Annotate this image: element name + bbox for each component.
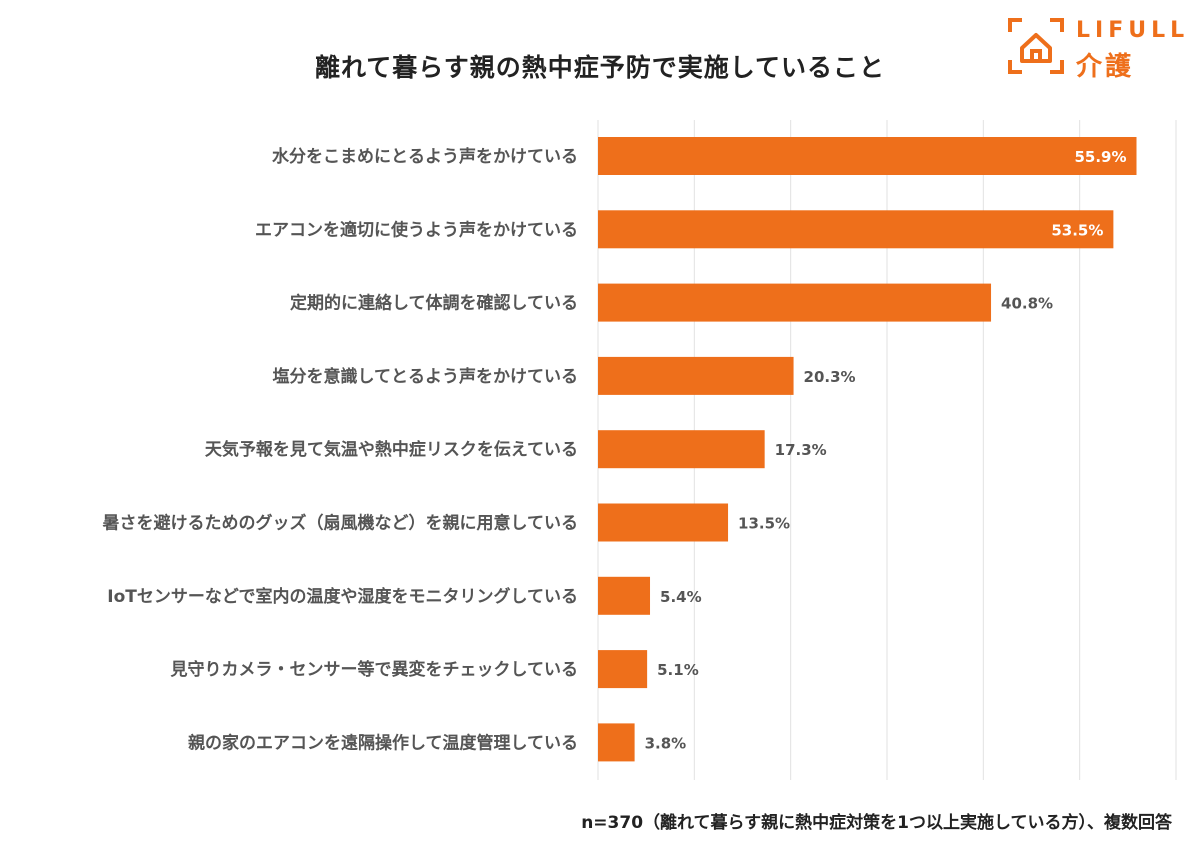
footnote: n=370（離れて暮らす親に熱中症対策を1つ以上実施している方）、複数回答 <box>581 813 1172 833</box>
logo-sub-text: 介護 <box>1076 52 1135 82</box>
value-label: 53.5% <box>1051 221 1103 239</box>
category-label: 塩分を意識してとるよう声をかけている <box>273 366 579 387</box>
bar <box>598 283 992 322</box>
category-label: エアコンを適切に使うよう声をかけている <box>255 219 578 240</box>
house-bracket-icon <box>1008 18 1064 74</box>
value-label: 40.8% <box>1001 295 1053 313</box>
bar <box>598 210 1114 249</box>
category-label: IoTセンサーなどで室内の温度や湿度をモニタリングしている <box>107 586 578 607</box>
brand-logo: LIFULL 介護 <box>1006 16 1190 82</box>
bar <box>598 430 765 469</box>
bar <box>598 503 729 542</box>
chart-title: 離れて暮らす親の熱中症予防で実施していること <box>314 53 885 82</box>
category-label: 親の家のエアコンを遠隔操作して温度管理している <box>188 732 578 753</box>
bar <box>598 576 651 615</box>
value-label: 55.9% <box>1074 148 1126 166</box>
category-label: 天気予報を見て気温や熱中症リスクを伝えている <box>205 439 578 460</box>
value-label: 5.1% <box>657 661 699 679</box>
category-label: 暑さを避けるためのグッズ（扇風機など）を親に用意している <box>103 513 579 534</box>
bar <box>598 650 648 689</box>
value-label: 3.8% <box>645 734 687 752</box>
bar <box>598 723 635 762</box>
value-label: 5.4% <box>660 588 702 606</box>
category-label: 水分をこまめにとるよう声をかけている <box>272 146 578 167</box>
value-label: 17.3% <box>775 441 827 459</box>
bar <box>598 137 1137 175</box>
category-label: 定期的に連絡して体調を確認している <box>290 293 578 314</box>
logo-brand-text: LIFULL <box>1076 18 1190 43</box>
value-label: 20.3% <box>804 368 856 386</box>
category-label: 見守りカメラ・センサー等で異変をチェックしている <box>170 659 579 680</box>
value-label: 13.5% <box>738 515 790 533</box>
bar <box>598 356 794 395</box>
